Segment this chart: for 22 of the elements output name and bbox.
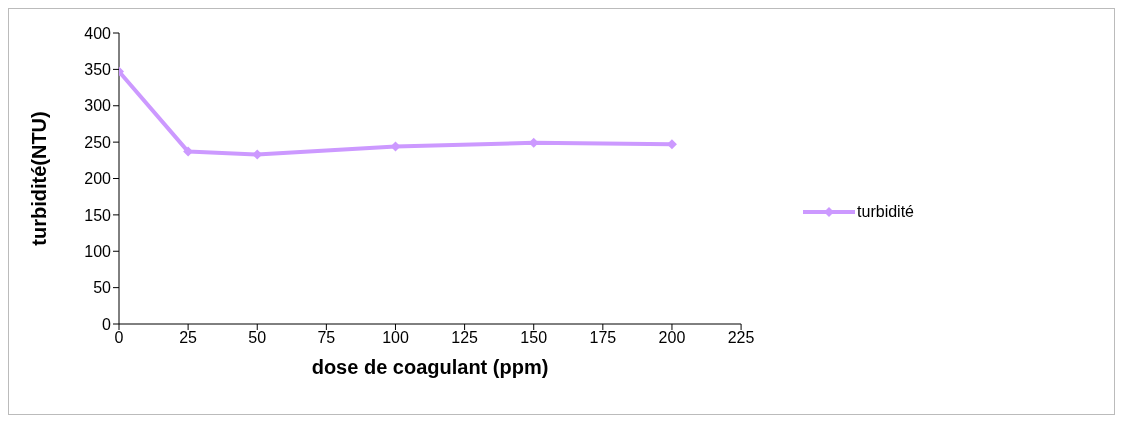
x-tick-label: 175 (589, 329, 617, 347)
y-tick-label: 150 (84, 206, 112, 224)
x-tick-label: 50 (248, 329, 267, 347)
x-tick-label: 150 (520, 329, 548, 347)
y-tick-label: 300 (84, 97, 112, 115)
x-tick-label: 225 (727, 329, 755, 347)
y-tick-label: 250 (84, 133, 112, 151)
y-tick-label: 50 (93, 279, 112, 297)
x-axis-title: dose de coagulant (ppm) (311, 356, 549, 378)
y-tick-label: 0 (102, 315, 112, 333)
y-tick-label: 400 (84, 24, 112, 42)
y-tick-label: 100 (84, 242, 112, 260)
y-tick-label: 350 (84, 61, 112, 79)
x-tick-label: 100 (382, 329, 409, 347)
x-tick-label: 0 (114, 329, 124, 347)
x-tick-label: 75 (317, 329, 336, 347)
legend-label: turbidité (857, 202, 914, 221)
x-tick-label: 200 (658, 329, 686, 347)
x-tick-label: 25 (179, 329, 198, 347)
x-tick-label: 125 (451, 329, 479, 347)
y-tick-label: 200 (84, 170, 112, 188)
y-axis-title: turbidité(NTU) (28, 111, 51, 246)
